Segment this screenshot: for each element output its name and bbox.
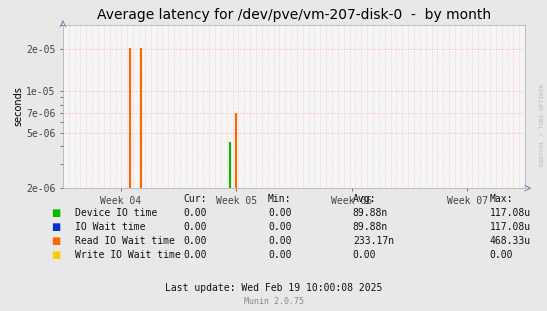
Title: Average latency for /dev/pve/vm-207-disk-0  -  by month: Average latency for /dev/pve/vm-207-disk… [97, 8, 491, 22]
Text: Device IO time: Device IO time [75, 208, 157, 218]
Text: Write IO Wait time: Write IO Wait time [75, 250, 181, 260]
Text: 233.17n: 233.17n [353, 236, 394, 246]
Text: 0.00: 0.00 [183, 222, 207, 232]
Text: 89.88n: 89.88n [353, 208, 388, 218]
Text: 0.00: 0.00 [353, 250, 376, 260]
Text: RRDTOOL / TOBI OETIKER: RRDTOOL / TOBI OETIKER [539, 83, 544, 166]
Text: 0.00: 0.00 [268, 236, 292, 246]
Text: 89.88n: 89.88n [353, 222, 388, 232]
Text: ■: ■ [51, 236, 60, 246]
Text: 0.00: 0.00 [268, 208, 292, 218]
Text: Last update: Wed Feb 19 10:00:08 2025: Last update: Wed Feb 19 10:00:08 2025 [165, 283, 382, 293]
Text: ■: ■ [51, 250, 60, 260]
Text: Avg:: Avg: [353, 194, 376, 204]
Y-axis label: seconds: seconds [13, 86, 23, 127]
Text: ■: ■ [51, 208, 60, 218]
Text: 0.00: 0.00 [268, 222, 292, 232]
Text: Min:: Min: [268, 194, 292, 204]
Text: Cur:: Cur: [183, 194, 207, 204]
Text: 117.08u: 117.08u [490, 222, 531, 232]
Text: IO Wait time: IO Wait time [75, 222, 146, 232]
Text: 0.00: 0.00 [183, 250, 207, 260]
Text: 0.00: 0.00 [268, 250, 292, 260]
Text: 0.00: 0.00 [183, 208, 207, 218]
Text: ■: ■ [51, 222, 60, 232]
Text: Max:: Max: [490, 194, 513, 204]
Text: 468.33u: 468.33u [490, 236, 531, 246]
Text: 0.00: 0.00 [183, 236, 207, 246]
Text: 0.00: 0.00 [490, 250, 513, 260]
Text: 117.08u: 117.08u [490, 208, 531, 218]
Text: Munin 2.0.75: Munin 2.0.75 [243, 297, 304, 306]
Text: Read IO Wait time: Read IO Wait time [75, 236, 175, 246]
